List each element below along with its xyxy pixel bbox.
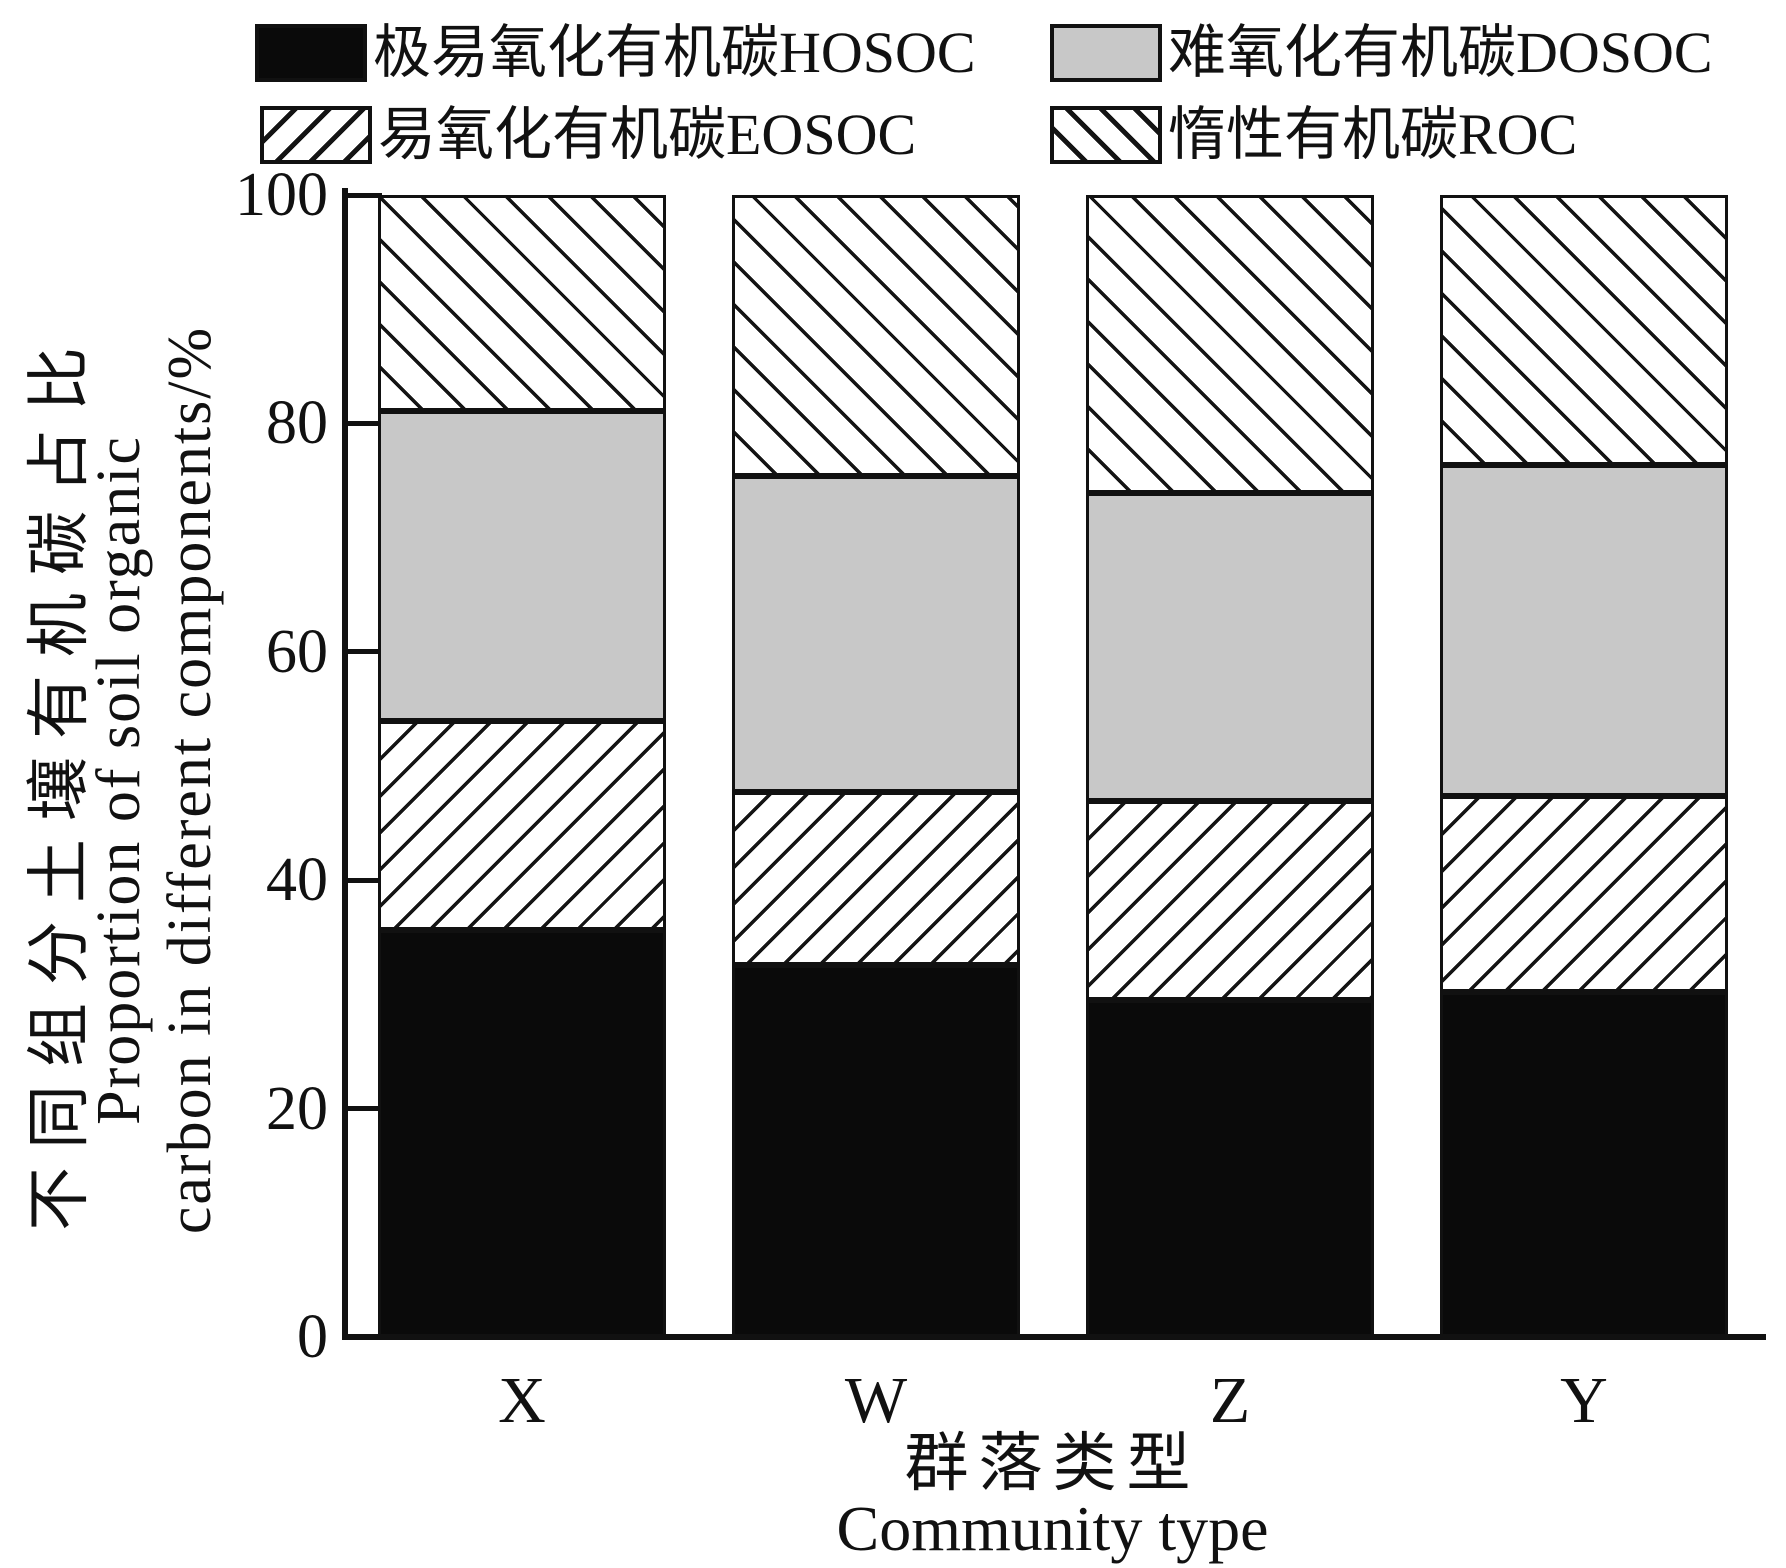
legend-swatch-hosoc xyxy=(255,24,367,82)
x-axis-title-english: Community type xyxy=(836,1493,1269,1564)
y-tick-20 xyxy=(348,1106,382,1112)
legend-label-dosoc: 难氧化有机碳DOSOC xyxy=(1168,20,1713,85)
category-label-Z: Z xyxy=(1209,1364,1251,1437)
bar-Z-segment-roc xyxy=(1086,195,1374,494)
bar-W-segment-roc xyxy=(732,195,1020,476)
legend-item-roc: 惰性有机碳ROC xyxy=(1050,104,1577,166)
bar-X-segment-hosoc xyxy=(378,930,666,1337)
bar-W xyxy=(732,195,1020,1337)
bar-Y-segment-eosoc xyxy=(1440,795,1728,993)
y-tick-0 xyxy=(348,1334,382,1340)
legend-swatch-eosoc xyxy=(260,106,372,164)
bar-Z-segment-eosoc xyxy=(1086,801,1374,1001)
bar-X-segment-dosoc xyxy=(378,410,666,722)
bar-X xyxy=(378,195,666,1337)
legend-label-eosoc: 易氧化有机碳EOSOC xyxy=(378,102,917,167)
y-tick-40 xyxy=(348,877,382,883)
y-tick-label-100: 100 xyxy=(235,161,328,229)
legend-label-hosoc: 极易氧化有机碳HOSOC xyxy=(373,20,976,85)
legend-label-roc: 惰性有机碳ROC xyxy=(1168,102,1578,167)
bar-Y-segment-hosoc xyxy=(1440,992,1728,1337)
y-tick-label-80: 80 xyxy=(266,389,328,458)
bar-Y xyxy=(1440,195,1728,1337)
category-label-X: X xyxy=(498,1364,546,1437)
legend-item-hosoc: 极易氧化有机碳HOSOC xyxy=(255,22,976,84)
y-tick-100 xyxy=(348,192,382,198)
y-tick-60 xyxy=(348,649,382,655)
y-tick-label-0: 0 xyxy=(297,1303,328,1371)
bar-X-segment-roc xyxy=(378,195,666,411)
bar-W-segment-eosoc xyxy=(732,792,1020,965)
bar-W-segment-hosoc xyxy=(732,964,1020,1337)
bar-Y-segment-roc xyxy=(1440,195,1728,465)
legend-swatch-roc xyxy=(1050,106,1162,164)
bar-Z-segment-hosoc xyxy=(1086,1000,1374,1337)
bar-Y-segment-dosoc xyxy=(1440,464,1728,796)
y-tick-80 xyxy=(348,420,382,426)
x-axis-title-chinese: 群落类型 xyxy=(904,1428,1201,1499)
category-label-Y: Y xyxy=(1560,1364,1608,1437)
legend-swatch-dosoc xyxy=(1050,24,1162,82)
bar-Z xyxy=(1086,195,1374,1337)
bar-Z-segment-dosoc xyxy=(1086,493,1374,802)
legend-item-eosoc: 易氧化有机碳EOSOC xyxy=(260,104,916,166)
y-tick-label-60: 60 xyxy=(266,617,328,686)
x-axis-line xyxy=(342,1334,1766,1340)
y-axis-line xyxy=(342,188,348,1340)
y-tick-label-40: 40 xyxy=(266,846,328,915)
category-label-W: W xyxy=(844,1364,908,1437)
legend-item-dosoc: 难氧化有机碳DOSOC xyxy=(1050,22,1713,84)
bar-W-segment-dosoc xyxy=(732,475,1020,793)
bar-X-segment-eosoc xyxy=(378,721,666,931)
y-axis-title-english-line1-text: Proportion of soil organic xyxy=(85,435,153,1125)
y-tick-label-20: 20 xyxy=(266,1074,328,1143)
